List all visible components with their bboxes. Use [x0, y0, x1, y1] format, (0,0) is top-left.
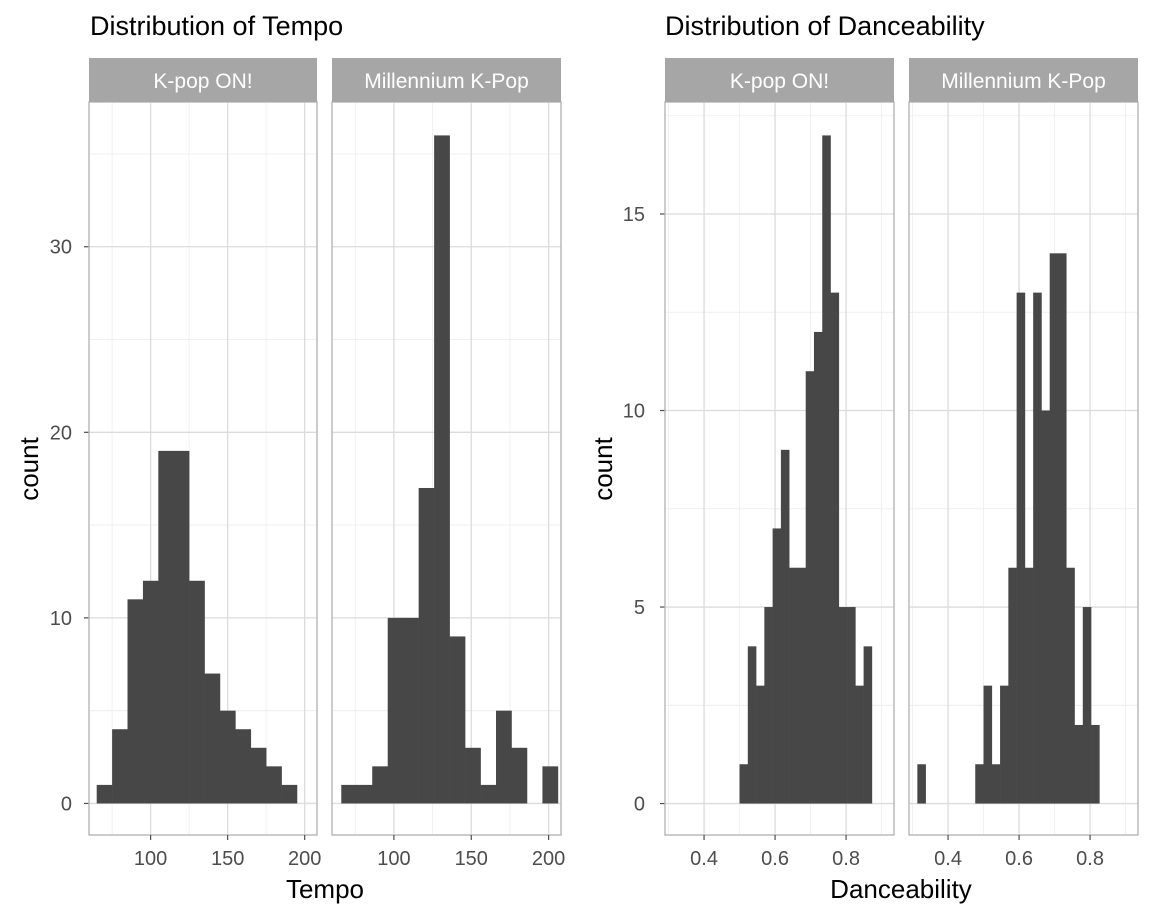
- histogram-bar: [281, 784, 298, 804]
- tempo-x-tick-label: 200: [532, 848, 565, 870]
- histogram-bar: [449, 636, 466, 804]
- tempo-x-tick-label: 200: [288, 848, 321, 870]
- histogram-bar: [173, 450, 190, 804]
- facet-strip: [909, 58, 1138, 102]
- histogram-bar: [983, 685, 993, 804]
- histogram-bar: [1033, 292, 1042, 804]
- histogram-bar: [805, 371, 815, 804]
- histogram-bar: [780, 449, 790, 804]
- histogram-bar: [1091, 724, 1100, 804]
- histogram-bar: [434, 135, 450, 804]
- tempo-x-tick-label: 100: [377, 848, 410, 870]
- histogram-bar: [127, 599, 144, 804]
- histogram-bar: [764, 607, 773, 804]
- danceability-chart-title: Distribution of Danceability: [665, 11, 985, 41]
- histogram-bar: [96, 784, 113, 804]
- histogram-bar: [975, 764, 984, 804]
- danceability-y-axis-title: count: [588, 436, 618, 500]
- histogram-bar: [387, 617, 404, 804]
- histogram-bar: [356, 784, 373, 804]
- histogram-bar: [403, 617, 419, 804]
- histogram-bar: [204, 673, 221, 804]
- danceability-x-tick-label: 0.8: [832, 848, 860, 870]
- histogram-bar: [372, 766, 389, 804]
- histogram-bar: [1057, 253, 1067, 804]
- tempo-y-tick-label: 10: [50, 608, 72, 630]
- histogram-bar: [542, 766, 559, 804]
- histogram-bar: [1041, 410, 1051, 804]
- histogram-bar: [1082, 607, 1092, 804]
- tempo-chart: Distribution of Tempo Tempo count 0 10 20 3…: [14, 11, 565, 904]
- tempo-y-tick-label: 20: [50, 422, 72, 444]
- tempo-x-axis-title: Tempo: [286, 874, 364, 904]
- histogram-bar: [772, 528, 782, 804]
- histogram-bar: [917, 764, 926, 804]
- danceability-x-axis-title: Danceability: [830, 874, 972, 904]
- histogram-bar: [418, 487, 435, 804]
- histogram-bar: [158, 450, 175, 804]
- facet-strip-label: K-pop ON!: [730, 70, 829, 93]
- histogram-bar: [789, 567, 798, 804]
- histogram-bar: [847, 607, 856, 804]
- facet-strip-label: K-pop ON!: [153, 70, 252, 93]
- histogram-bar: [1049, 253, 1059, 804]
- histogram-bar: [496, 710, 512, 804]
- histogram-bar: [863, 646, 873, 804]
- facet-strip: [665, 58, 894, 102]
- histogram-bar: [1066, 567, 1075, 804]
- histogram-bar: [747, 646, 757, 804]
- histogram-bar: [813, 331, 823, 804]
- tempo-x-tick-label: 100: [134, 848, 167, 870]
- tempo-y-axis-title: count: [14, 436, 44, 500]
- tempo-y-tick-label: 0: [61, 793, 72, 815]
- histogram-bar: [511, 747, 528, 804]
- histogram-bar: [756, 685, 765, 804]
- danceability-chart: Distribution of Danceability Danceabilit…: [588, 11, 1139, 904]
- histogram-bar: [341, 784, 358, 804]
- histogram-bar: [1024, 567, 1034, 804]
- tempo-x-tick-label: 150: [211, 848, 244, 870]
- histogram-bar: [266, 766, 282, 804]
- histogram-bar: [219, 710, 236, 804]
- histogram-bar: [250, 747, 267, 804]
- histogram-bar: [797, 567, 807, 804]
- tempo-y-tick-label: 30: [50, 237, 72, 259]
- danceability-facet-panel: K-pop ON! 0.4 0.6 0.8: [664, 58, 895, 870]
- facet-strip: [89, 58, 317, 102]
- danceability-x-tick-label: 0.4: [934, 848, 962, 870]
- histogram-bar: [1074, 724, 1084, 804]
- histogram-bar: [112, 729, 128, 804]
- histogram-bar: [189, 580, 205, 804]
- facet-strip-label: Millennium K-Pop: [941, 70, 1106, 93]
- histogram-bar: [822, 135, 831, 804]
- tempo-x-tick-label: 150: [455, 848, 488, 870]
- histogram-bar: [991, 764, 1001, 804]
- danceability-y-tick-label: 10: [623, 401, 645, 423]
- danceability-y-tick-label: 15: [623, 204, 645, 226]
- histogram-bar: [739, 764, 749, 804]
- histogram-bar: [1016, 292, 1026, 804]
- tempo-facet-panel: Millennium K-Pop 100 150 200: [331, 58, 565, 870]
- danceability-facet-panel: Millennium K-Pop 0.4 0.6 0.8: [908, 58, 1139, 870]
- danceability-x-tick-label: 0.4: [690, 848, 718, 870]
- histogram-bar: [480, 784, 497, 804]
- danceability-x-tick-label: 0.6: [1005, 848, 1033, 870]
- histogram-bar: [1008, 567, 1017, 804]
- histogram-bar: [838, 607, 848, 804]
- histogram-bar: [465, 747, 481, 804]
- histogram-bar: [830, 292, 840, 804]
- danceability-y-tick-label: 5: [634, 597, 645, 619]
- danceability-x-tick-label: 0.6: [761, 848, 789, 870]
- danceability-y-tick-label: 0: [634, 794, 645, 816]
- tempo-facet-panel: K-pop ON! 100 150 200: [88, 58, 321, 870]
- tempo-chart-title: Distribution of Tempo: [90, 11, 343, 41]
- histogram-bar: [235, 729, 252, 804]
- histogram-bar: [855, 685, 864, 804]
- facet-strip-label: Millennium K-Pop: [364, 70, 529, 93]
- histogram-bar: [142, 580, 159, 804]
- facet-strip: [332, 58, 561, 102]
- danceability-x-tick-label: 0.8: [1076, 848, 1104, 870]
- histogram-bar: [1000, 685, 1009, 804]
